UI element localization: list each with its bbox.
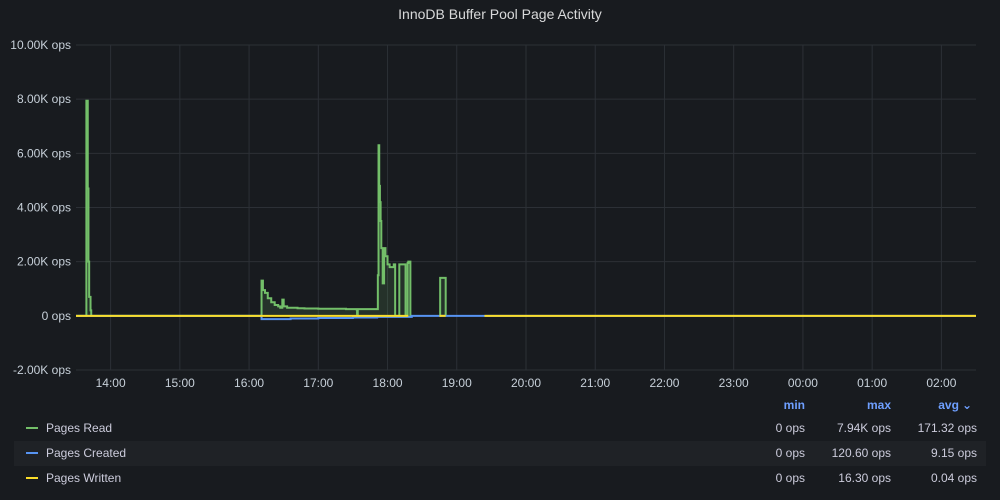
legend-series-name[interactable]: Pages Written xyxy=(46,471,122,485)
series-pages-read xyxy=(76,99,447,317)
legend-avg-value: 9.15 ops xyxy=(930,446,977,460)
x-tick-label: 21:00 xyxy=(580,376,610,390)
x-axis-ticks: 14:00 15:00 16:00 17:00 18:00 19:00 20:00 21:00… xyxy=(96,376,957,390)
y-tick-label: 8.00K ops xyxy=(17,92,71,106)
chart-series xyxy=(76,99,976,321)
x-tick-label: 18:00 xyxy=(373,376,403,390)
x-tick-label: 02:00 xyxy=(926,376,956,390)
legend-header-max[interactable]: max xyxy=(866,398,891,412)
legend-row-pages-read[interactable]: Pages Read 0 ops 7.94K ops 171.32 ops xyxy=(14,416,986,441)
legend-min-value: 0 ops xyxy=(775,446,805,460)
legend-row-pages-created[interactable]: Pages Created 0 ops 120.60 ops 9.15 ops xyxy=(14,441,986,466)
series-color-swatch xyxy=(26,452,38,454)
legend-header-avg[interactable]: avg ⌄ xyxy=(938,398,972,412)
x-tick-label: 17:00 xyxy=(303,376,333,390)
legend-series-name[interactable]: Pages Read xyxy=(46,421,113,435)
chevron-down-icon: ⌄ xyxy=(961,398,972,412)
legend-max-value: 7.94K ops xyxy=(836,421,891,435)
series-area-pages-read xyxy=(76,100,412,316)
legend-max-value: 16.30 ops xyxy=(838,471,891,485)
chart-plot-area[interactable]: 10.00K ops 8.00K ops 6.00K ops 4.00K ops 2.0… xyxy=(0,0,1000,400)
legend-avg-value: 0.04 ops xyxy=(930,471,977,485)
x-tick-label: 00:00 xyxy=(788,376,818,390)
panel-title[interactable]: InnoDB Buffer Pool Page Activity xyxy=(398,6,602,22)
y-tick-label: 0 ops xyxy=(42,309,71,323)
chart-grid xyxy=(76,44,976,371)
y-tick-label: -2.00K ops xyxy=(13,363,71,377)
legend-max-value: 120.60 ops xyxy=(831,446,891,460)
legend-min-value: 0 ops xyxy=(775,471,805,485)
x-tick-label: 16:00 xyxy=(234,376,264,390)
x-tick-label: 15:00 xyxy=(165,376,195,390)
series-line-pages-read xyxy=(76,99,412,317)
legend-row-pages-written[interactable]: Pages Written 0 ops 16.30 ops 0.04 ops xyxy=(14,466,986,491)
y-tick-label: 6.00K ops xyxy=(17,146,71,160)
series-color-swatch xyxy=(26,427,38,429)
legend-min-value: 0 ops xyxy=(775,421,805,435)
legend-avg-value: 171.32 ops xyxy=(917,421,977,435)
series-color-swatch xyxy=(26,477,38,479)
x-tick-label: 23:00 xyxy=(719,376,749,390)
y-tick-label: 4.00K ops xyxy=(17,201,71,215)
x-tick-label: 01:00 xyxy=(857,376,887,390)
legend-series-name[interactable]: Pages Created xyxy=(46,446,127,460)
legend-table: min max avg ⌄ Pages Read 0 ops 7.94K ops … xyxy=(14,396,986,491)
x-tick-label: 22:00 xyxy=(649,376,679,390)
y-tick-label: 2.00K ops xyxy=(17,255,71,269)
x-tick-label: 20:00 xyxy=(511,376,541,390)
y-tick-label: 10.00K ops xyxy=(10,38,71,52)
legend-header-min[interactable]: min xyxy=(783,398,805,412)
x-tick-label: 14:00 xyxy=(96,376,126,390)
legend-header: min max avg ⌄ xyxy=(14,396,986,416)
x-tick-label: 19:00 xyxy=(442,376,472,390)
y-axis-ticks: 10.00K ops 8.00K ops 6.00K ops 4.00K ops 2.0… xyxy=(10,38,71,377)
